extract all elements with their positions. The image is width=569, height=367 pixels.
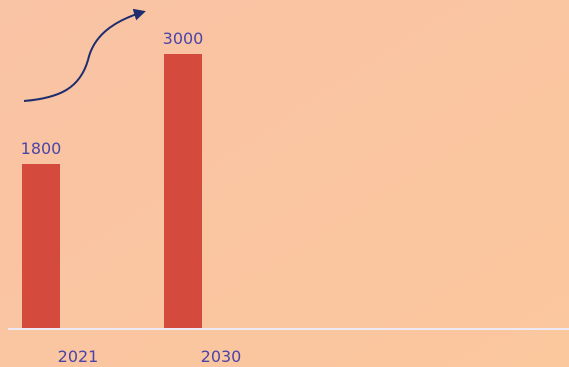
growth-arrow-icon — [23, 8, 146, 102]
labels-layer: 1800 3000 — [21, 29, 204, 158]
bar-2030 — [164, 54, 202, 329]
bars-layer — [22, 54, 202, 329]
data-label-2021: 1800 — [21, 139, 62, 158]
bar-2021 — [22, 164, 60, 329]
x-tick-label-2030: 2030 — [201, 347, 242, 366]
ticks-layer: 2021 2030 — [58, 347, 242, 366]
data-label-2030: 3000 — [163, 29, 204, 48]
x-tick-label-2021: 2021 — [58, 347, 99, 366]
